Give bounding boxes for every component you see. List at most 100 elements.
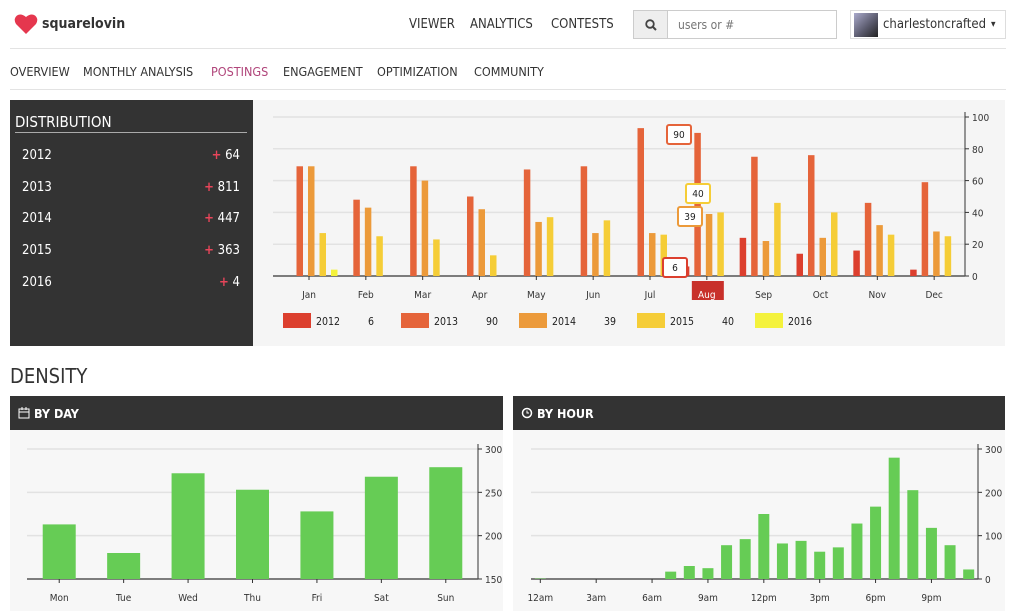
x-tick-label: Nov <box>869 290 887 301</box>
bar-2015-Dec <box>945 236 952 276</box>
x-tick-label: Sep <box>755 290 772 301</box>
tab-monthly-analysis[interactable]: MONTHLY ANALYSIS <box>83 64 193 79</box>
tab-postings[interactable]: POSTINGS <box>211 64 268 79</box>
bar-2015-Jun <box>604 220 611 276</box>
user-menu[interactable]: charlestoncrafted ▾ <box>850 10 1006 39</box>
username: charlestoncrafted <box>883 17 986 32</box>
year-count: 64 <box>225 148 240 163</box>
x-tick-label: 12am <box>527 593 553 604</box>
bar-2014-Jan <box>308 166 315 276</box>
distribution-title: DISTRIBUTION <box>15 113 247 133</box>
year-label: 2015 <box>22 243 52 258</box>
brand-logo[interactable]: squarelovin <box>14 13 125 35</box>
bar-2014-Jul <box>649 233 656 276</box>
bar-2013-Jul <box>638 128 645 276</box>
legend-swatch-2015 <box>637 313 665 328</box>
bar-2015-Jan <box>320 233 327 276</box>
bar-2014-May <box>535 222 542 276</box>
density-title: DENSITY <box>10 364 87 388</box>
bar-2013-Dec <box>922 182 929 276</box>
search-input[interactable] <box>668 11 836 38</box>
year-label: 2013 <box>22 180 52 195</box>
bar-2013-May <box>524 169 531 276</box>
plus-icon: + <box>219 275 229 290</box>
bar-2013-Mar <box>410 166 417 276</box>
x-tick-label: May <box>527 290 546 301</box>
x-tick-label: Tue <box>115 593 132 604</box>
legend-value: 40 <box>722 316 734 328</box>
x-tick-label: Oct <box>813 290 829 301</box>
bar-9am <box>702 568 713 579</box>
divider <box>10 89 1006 90</box>
bar-2016-Jan <box>331 270 338 276</box>
bar-2015-May <box>547 217 554 276</box>
plus-icon: + <box>204 243 214 258</box>
distribution-row: 2012+ 64 <box>22 148 240 163</box>
avatar <box>854 13 878 37</box>
bar-8pm <box>907 490 918 579</box>
search-button[interactable] <box>634 11 668 38</box>
by-day-title: BY DAY <box>34 406 79 421</box>
nav-contests[interactable]: CONTESTS <box>551 17 614 32</box>
year-label: 2012 <box>22 148 52 163</box>
bar-2014-Sep <box>763 241 770 276</box>
bar-2014-Feb <box>365 208 372 276</box>
tooltip-value: 40 <box>692 189 704 200</box>
caret-down-icon: ▾ <box>991 19 996 30</box>
y-tick-label: 200 <box>485 532 502 543</box>
tab-optimization[interactable]: OPTIMIZATION <box>377 64 458 79</box>
tab-overview[interactable]: OVERVIEW <box>10 64 70 79</box>
x-tick-label: Thu <box>243 593 261 604</box>
x-tick-label: Apr <box>472 290 488 301</box>
legend-swatch-2012 <box>283 313 311 328</box>
nav-analytics[interactable]: ANALYTICS <box>470 17 533 32</box>
bar-Sat <box>365 477 398 579</box>
bar-2012-Sep <box>740 238 747 276</box>
y-tick-label: 250 <box>485 488 502 499</box>
legend-label: 2015 <box>670 316 694 328</box>
bar-2015-Nov <box>888 235 895 276</box>
bar-2013-Oct <box>808 155 815 276</box>
plus-icon: + <box>204 180 214 195</box>
tab-engagement[interactable]: ENGAGEMENT <box>283 64 363 79</box>
bar-12pm <box>758 514 769 579</box>
bar-2013-Nov <box>865 203 872 276</box>
x-tick-label: Jan <box>301 290 316 301</box>
bar-2014-Dec <box>933 231 940 276</box>
legend-swatch-2016 <box>755 313 783 328</box>
bar-2014-Jun <box>592 233 599 276</box>
bar-6pm <box>870 507 881 579</box>
x-tick-label: Dec <box>925 290 942 301</box>
y-tick-label: 80 <box>972 145 984 156</box>
bar-2014-Aug <box>706 214 713 276</box>
legend-value: 6 <box>368 316 374 328</box>
y-tick-label: 300 <box>985 445 1002 456</box>
y-tick-label: 0 <box>985 575 991 586</box>
bar-2013-Aug <box>694 133 701 276</box>
tab-community[interactable]: COMMUNITY <box>474 64 544 79</box>
by-hour-title: BY HOUR <box>537 406 594 421</box>
x-tick-label: 12pm <box>751 593 777 604</box>
bar-Thu <box>236 490 269 579</box>
plus-icon: + <box>204 211 214 226</box>
x-tick-label: 3am <box>586 593 606 604</box>
brand-name: squarelovin <box>42 16 125 32</box>
nav-viewer[interactable]: VIEWER <box>409 17 455 32</box>
x-tick-label: Mar <box>414 290 431 301</box>
calendar-icon <box>18 407 30 419</box>
bar-10pm <box>945 545 956 579</box>
bar-11pm <box>963 569 974 579</box>
bar-Sun <box>429 467 462 579</box>
legend-label: 2013 <box>434 316 458 328</box>
year-count: 811 <box>218 180 240 195</box>
y-tick-label: 0 <box>972 272 978 283</box>
tooltip-value: 39 <box>684 212 696 223</box>
divider <box>10 48 1006 49</box>
bar-11am <box>740 539 751 579</box>
bar-4pm <box>833 547 844 579</box>
bar-8am <box>684 566 695 579</box>
x-tick-label: Wed <box>178 593 198 604</box>
